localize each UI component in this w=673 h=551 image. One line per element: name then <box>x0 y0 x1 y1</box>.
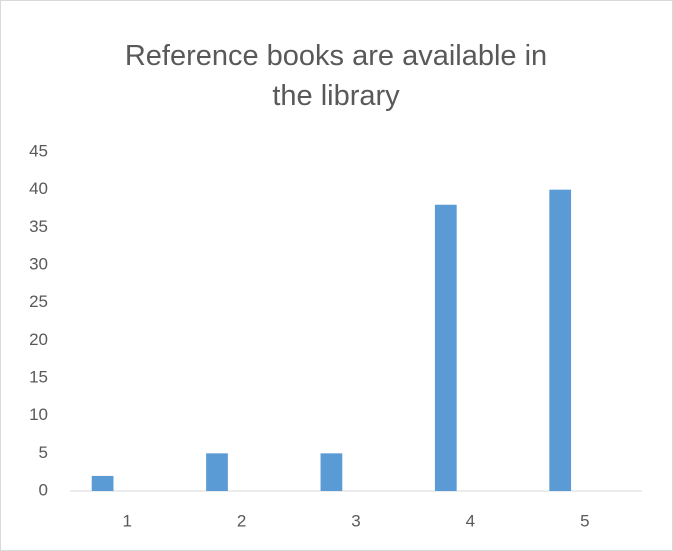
bar <box>549 189 572 491</box>
x-tick-label: 1 <box>122 511 131 530</box>
bar <box>91 475 114 491</box>
y-tick-label: 25 <box>29 292 48 311</box>
y-tick-label: 5 <box>39 443 48 462</box>
chart-title: Reference books are available in the lib… <box>124 40 548 112</box>
y-tick-label: 30 <box>29 254 48 273</box>
x-tick-label: 5 <box>580 511 589 530</box>
y-tick-label: 35 <box>29 217 48 236</box>
bar <box>206 453 228 491</box>
y-tick-label: 20 <box>29 330 48 349</box>
x-tick-label: 3 <box>351 511 360 530</box>
bar <box>320 453 343 491</box>
x-tick-label: 4 <box>466 511 475 530</box>
y-tick-label: 45 <box>29 141 48 160</box>
y-tick-label: 10 <box>29 405 48 424</box>
bar <box>434 204 457 491</box>
y-tick-label: 0 <box>39 480 48 499</box>
y-tick-label: 15 <box>29 367 48 386</box>
y-tick-label: 40 <box>29 179 48 198</box>
x-tick-label: 2 <box>237 511 246 530</box>
